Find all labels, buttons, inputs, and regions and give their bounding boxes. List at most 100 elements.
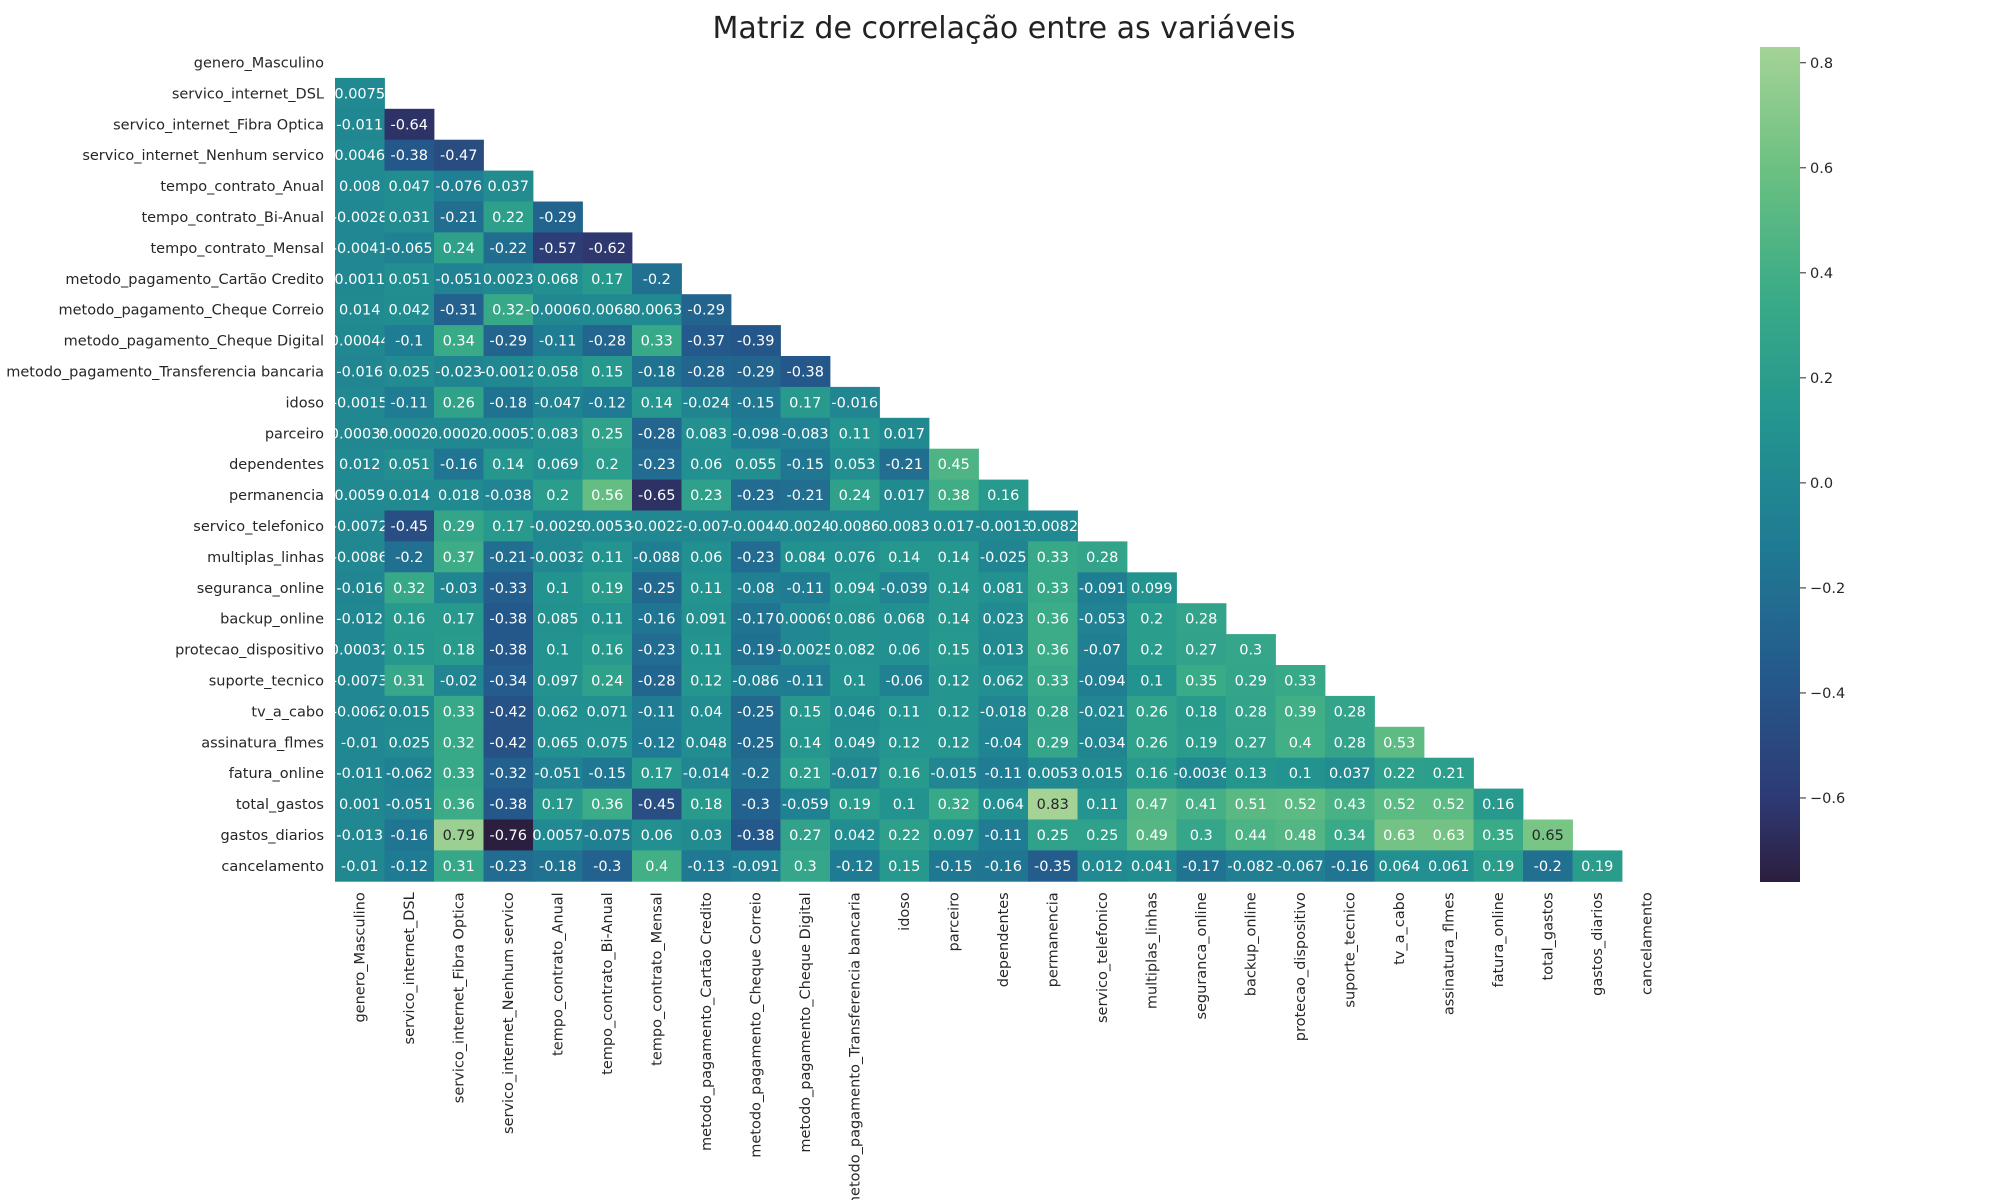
heatmap-cell: [1473, 819, 1524, 851]
cell-value-label: 0.65: [1532, 828, 1564, 844]
cell-value-label: -0.014: [683, 766, 730, 782]
cell-value-label: 0.00023: [379, 426, 439, 442]
cell-value-label: 0.0023: [483, 272, 534, 288]
cell-value-label: -0.33: [489, 581, 527, 597]
heatmap-cell: [1127, 634, 1177, 666]
cell-value-label: 0.0011: [334, 272, 385, 288]
cell-value-label: 0.41: [1185, 797, 1217, 813]
heatmap-cell: [335, 77, 385, 110]
heatmap-cell: [1374, 726, 1425, 759]
cell-value-label: -0.1: [395, 334, 423, 350]
cell-value-label: 0.28: [1185, 612, 1217, 628]
heatmap-cell: [582, 417, 633, 450]
heatmap-cell: [384, 170, 435, 202]
cell-value-label: -0.01: [341, 859, 379, 875]
cell-value-label: -0.38: [390, 148, 428, 164]
cell-value-label: -0.038: [485, 488, 532, 504]
cell-value-label: 0.28: [1334, 704, 1366, 720]
heatmap-cell: [384, 448, 435, 480]
heatmap-cell: [384, 325, 435, 357]
heatmap-cell: [929, 572, 979, 604]
heatmap-cell: [731, 665, 781, 697]
heatmap-cell: [335, 819, 385, 851]
heatmap-cell: [1473, 788, 1524, 820]
heatmap-cell: [434, 139, 484, 171]
cell-value-label: 0.35: [1185, 673, 1217, 689]
cell-value-label: 0.11: [839, 426, 871, 442]
heatmap-cell: [830, 695, 880, 728]
cell-value-label: -0.06: [885, 673, 923, 689]
cell-value-label: 0.48: [1284, 828, 1316, 844]
cell-value-label: -0.12: [588, 395, 626, 411]
cell-value-label: 0.04: [690, 704, 722, 720]
cell-value-label: -0.15: [588, 766, 626, 782]
cell-value-label: -0.059: [782, 797, 829, 813]
cell-value-label: -0.017: [831, 766, 878, 782]
x-tick-label: servico_internet_DSL: [402, 892, 418, 1044]
heatmap-cell: [1424, 850, 1474, 882]
heatmap-cell: [632, 726, 682, 759]
cell-value-label: -0.016: [336, 364, 383, 380]
cell-value-label: -0.0062: [332, 704, 388, 720]
cell-value-label: -0.034: [1079, 735, 1126, 751]
colorbar-tick-label: −0.6: [1810, 791, 1845, 807]
heatmap-cell: [929, 757, 979, 789]
heatmap-cell: [335, 417, 385, 450]
heatmap-cell: [582, 788, 633, 820]
heatmap-cell: [879, 695, 930, 728]
heatmap-cell: [335, 386, 385, 419]
heatmap-cell: [632, 665, 682, 697]
cell-value-label: 0.56: [591, 488, 623, 504]
cell-value-label: 0.16: [888, 766, 920, 782]
cell-value-label: 0.17: [641, 766, 673, 782]
cell-value-label: -0.0013: [975, 519, 1031, 535]
y-tick-label: idoso: [285, 395, 324, 411]
heatmap-cell: [335, 726, 385, 759]
heatmap-cell: [1176, 665, 1227, 697]
heatmap-cell: [335, 788, 385, 820]
heatmap-cell: [731, 603, 781, 635]
heatmap-cell: [1127, 757, 1177, 789]
cell-value-label: 0.18: [443, 643, 475, 659]
cell-value-label: -0.12: [836, 859, 874, 875]
heatmap-cell: [632, 479, 682, 511]
cell-value-label: -0.0022: [629, 519, 685, 535]
cell-value-label: 0.34: [443, 334, 475, 350]
cell-value-label: 0.12: [888, 735, 920, 751]
heatmap-cell: [1127, 788, 1177, 820]
heatmap-cell: [681, 325, 732, 357]
cell-value-label: 0.068: [537, 272, 579, 288]
heatmap-cell: [1028, 726, 1078, 759]
cell-value-label: -0.42: [489, 735, 527, 751]
cell-value-label: 0.26: [1136, 735, 1168, 751]
colorbar-tick-label: −0.2: [1810, 581, 1845, 597]
heatmap-cell: [632, 695, 682, 728]
heatmap-cell: [1028, 788, 1078, 820]
y-tick-label: servico_internet_Nenhum servico: [82, 148, 324, 164]
cell-value-label: 0.11: [690, 581, 722, 597]
heatmap-cell: [483, 232, 534, 264]
heatmap-cell: [335, 263, 385, 295]
cell-value-label: 0.63: [1383, 828, 1415, 844]
colorbar-tick-label: 0.4: [1810, 266, 1833, 282]
cell-value-label: -0.3: [742, 797, 770, 813]
heatmap-cell: [1325, 819, 1375, 851]
cell-value-label: 0.12: [938, 704, 970, 720]
heatmap-cell: [582, 572, 633, 604]
cell-value-label: -0.2: [395, 550, 423, 566]
heatmap-cell: [632, 757, 682, 789]
heatmap-cell: [1176, 603, 1227, 635]
cell-value-label: 0.12: [938, 673, 970, 689]
heatmap-cell: [780, 448, 831, 480]
cell-value-label: 0.19: [1581, 859, 1613, 875]
cell-value-label: -0.28: [638, 426, 676, 442]
heatmap-cell: [335, 510, 385, 542]
cell-value-label: 0.0059: [334, 488, 385, 504]
cell-value-label: -0.28: [588, 334, 626, 350]
heatmap-cell: [582, 695, 633, 728]
cell-value-label: -0.25: [737, 735, 775, 751]
heatmap-cell: [1077, 572, 1128, 604]
heatmap-cell: [1028, 665, 1078, 697]
heatmap-cell: [1226, 819, 1276, 851]
heatmap-cell: [384, 757, 435, 789]
